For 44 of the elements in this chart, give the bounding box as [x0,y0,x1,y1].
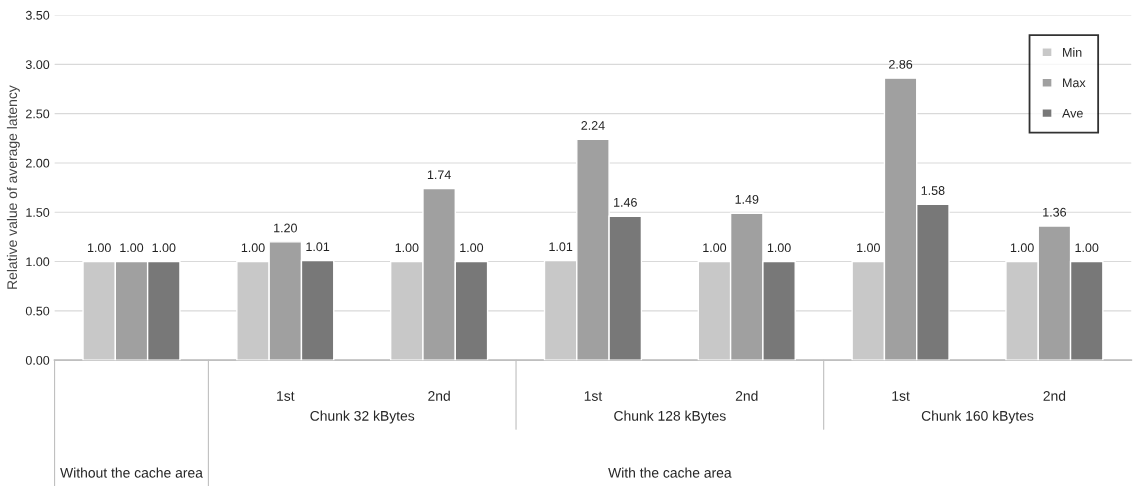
data-label: 1.00 [152,243,176,253]
data-label: 1.20 [274,223,297,233]
data-label: 1.49 [735,194,759,204]
x-tick-label: 2nd [428,390,450,401]
y-tick-label: 0.00 [25,355,50,365]
data-label: 1.74 [427,170,451,180]
y-tick-label: 1.50 [26,208,50,217]
x-tick-label: 1st [892,391,910,401]
y-tick-label: 1.00 [26,257,50,267]
y-tick-label: 0.50 [25,306,50,316]
data-label: 1.00 [395,243,419,253]
x-tick-label: 2nd [735,390,758,401]
text: Chunk 160 kBytes [921,410,1034,424]
y-tick-label: 2.50 [26,109,50,119]
data-label: 1.00 [241,243,265,253]
data-label: 1.01 [306,242,330,252]
data-label: 2.86 [889,59,913,69]
legend-label: Min [1063,47,1082,57]
x-tick-label: 1st [584,391,603,401]
data-label: 1.01 [549,242,573,252]
data-label: 1.46 [614,197,637,207]
data-label: 1.00 [120,243,144,253]
data-label: 1.58 [921,186,945,195]
y-tick-label: 3.50 [25,10,50,20]
data-label: 1.00 [1075,243,1099,253]
x-tick-label: 1st [277,391,295,401]
data-label: 1.00 [87,243,111,253]
data-label: 1.00 [1010,243,1034,253]
data-label: 1.00 [703,243,727,253]
data-label: 1.36 [1043,207,1067,217]
text: Chunk 32 kBytes [310,410,415,424]
text: Chunk 128 kBytes [614,410,726,424]
y-axis-title: Relative value of average latency [6,85,20,289]
y-tick-label: 3.00 [25,60,50,70]
text: With the cache area [608,467,732,478]
y-tick-label: 2.00 [26,158,50,168]
legend-label: Max [1063,78,1086,88]
text: Without the cache area [60,467,203,478]
data-label: 1.00 [460,243,484,253]
data-label: 1.00 [857,243,880,253]
data-label: 1.00 [767,243,791,253]
data-label: 2.24 [581,121,605,130]
legend-label: Ave [1062,108,1083,118]
x-tick-label: 2nd [1043,390,1066,401]
